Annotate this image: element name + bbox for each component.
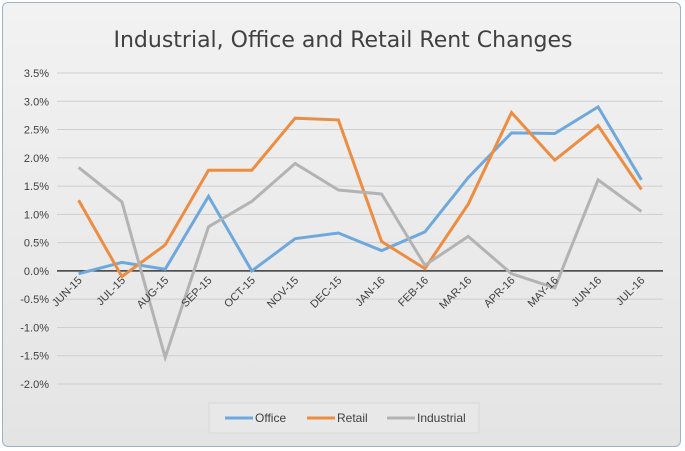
x-tick-label: NOV-15	[265, 275, 301, 311]
legend: Office Retail Industrial	[208, 402, 480, 434]
x-tick-label: JUL-16	[614, 275, 648, 309]
x-tick-label: SEP-15	[179, 275, 214, 310]
chart-title: Industrial, Office and Retail Rent Chang…	[113, 28, 572, 53]
legend-label-retail: Retail	[337, 411, 368, 425]
legend-box	[208, 402, 480, 434]
y-tick-label: 1.0%	[24, 209, 49, 221]
series-line-industrial	[77, 161, 643, 363]
x-tick-label: APR-16	[482, 275, 518, 311]
x-tick-label: JUL-15	[94, 275, 128, 309]
chart-frame: Industrial, Office and Retail Rent Chang…	[2, 2, 681, 447]
x-tick-label: JUN-15	[50, 275, 85, 310]
x-axis-ticks: JUN-15 JUL-15 AUG-15 SEP-15 OCT-15 NOV-15 DEC-…	[50, 275, 648, 312]
y-tick-label: 1.5%	[24, 181, 49, 193]
y-axis-ticks: 3.5% 3.0% 2.5% 2.0% 1.5% 1.0% 0.5% 0.0% -0.5% -1.…	[20, 68, 49, 391]
series-line-retail	[77, 109, 643, 279]
series-line-office	[78, 104, 643, 276]
legend-label-industrial: Industrial	[417, 411, 466, 425]
x-tick-label: DEC-15	[308, 275, 344, 311]
y-tick-label: -2.0%	[20, 379, 49, 391]
x-tick-label: AUG-15	[135, 275, 172, 312]
line-chart: Industrial, Office and Retail Rent Chang…	[20, 28, 663, 434]
y-tick-label: 2.0%	[24, 153, 49, 165]
y-tick-label: 3.0%	[24, 96, 49, 108]
gridlines	[57, 72, 663, 385]
y-tick-label: 0.0%	[24, 266, 49, 278]
x-tick-label: JAN-16	[353, 275, 387, 309]
x-tick-label: MAR-16	[437, 275, 474, 312]
y-tick-label: 2.5%	[24, 125, 49, 137]
x-tick-label: OCT-15	[222, 275, 258, 311]
series-lines	[77, 104, 643, 363]
x-tick-label: JUN-16	[569, 275, 604, 310]
y-tick-label: 0.5%	[24, 238, 49, 250]
y-tick-label: -1.5%	[20, 351, 49, 363]
y-tick-label: 3.5%	[24, 68, 49, 80]
y-tick-label: -1.0%	[20, 322, 49, 334]
x-tick-label: FEB-16	[396, 275, 431, 310]
legend-label-office: Office	[255, 411, 286, 425]
y-tick-label: -0.5%	[20, 294, 49, 306]
